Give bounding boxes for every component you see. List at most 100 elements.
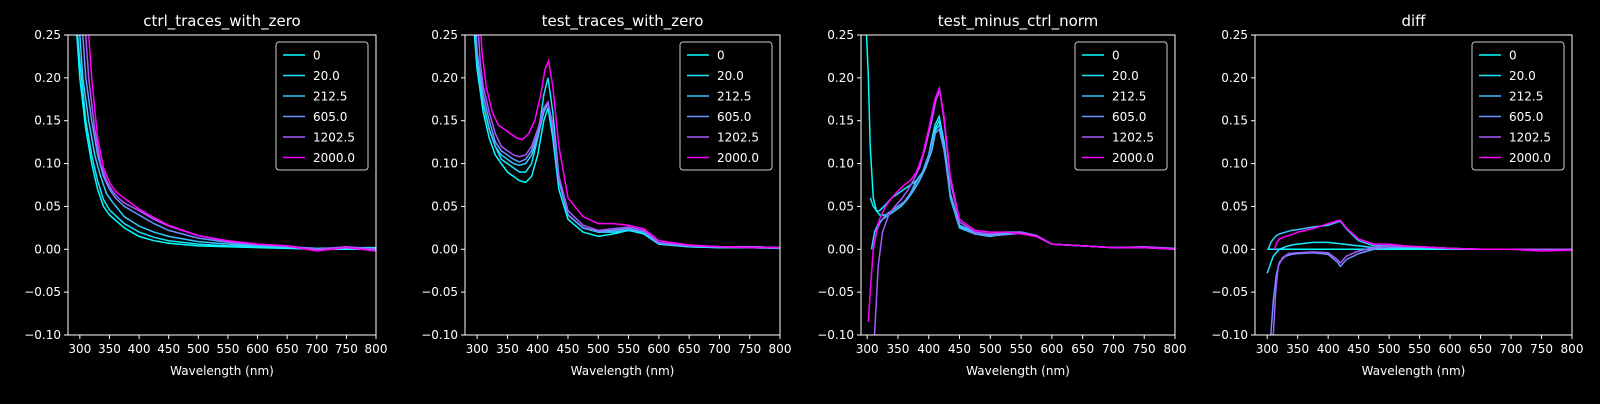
legend-label: 20.0 — [1112, 69, 1139, 83]
x-tick-label: 650 — [1469, 342, 1492, 356]
legend-box — [275, 41, 369, 171]
x-tick-label: 400 — [526, 342, 549, 356]
y-tick-label: 0.00 — [431, 242, 458, 256]
y-tick-label: 0.20 — [1221, 71, 1248, 85]
y-tick-label: 0.15 — [827, 114, 854, 128]
legend-label: 605.0 — [717, 110, 751, 124]
x-tick-label: 550 — [216, 342, 239, 356]
chart-title: diff — [1401, 12, 1426, 30]
x-tick-label: 350 — [98, 342, 121, 356]
x-tick-label: 350 — [496, 342, 519, 356]
y-tick-label: 0.15 — [1221, 114, 1248, 128]
legend-label: 212.5 — [313, 90, 347, 104]
y-tick-label: 0.25 — [827, 28, 854, 42]
chart-title: test_traces_with_zero — [542, 12, 704, 31]
x-tick-label: 800 — [365, 342, 388, 356]
legend-box — [1074, 41, 1168, 171]
x-tick-label: 700 — [708, 342, 731, 356]
x-axis-label: Wavelength (nm) — [966, 364, 1070, 378]
series-line-2000.0 — [1273, 219, 1572, 252]
y-tick-label: −0.10 — [421, 328, 458, 342]
plot-frame — [860, 34, 1176, 336]
legend-box — [1471, 41, 1565, 171]
x-tick-label: 650 — [276, 342, 299, 356]
legend-label: 1202.5 — [1112, 131, 1154, 145]
y-tick-label: −0.10 — [1211, 328, 1248, 342]
y-tick-label: 0.20 — [34, 71, 61, 85]
y-tick-label: 0.15 — [34, 114, 61, 128]
y-tick-label: −0.10 — [817, 328, 854, 342]
x-axis-label: Wavelength (nm) — [571, 364, 675, 378]
plot-frame — [67, 34, 377, 336]
y-tick-label: −0.05 — [24, 285, 61, 299]
series-line-212.5 — [1267, 220, 1572, 251]
x-tick-label: 350 — [1286, 342, 1309, 356]
legend: 0 20.0 212.5 605.0 1202.5 2000.0 — [275, 41, 369, 171]
x-tick-label: 700 — [1102, 342, 1125, 356]
x-tick-label: 450 — [948, 342, 971, 356]
y-tick-label: −0.05 — [421, 285, 458, 299]
legend: 0 20.0 212.5 605.0 1202.5 2000.0 — [1471, 41, 1565, 171]
series-line-2000.0 — [867, 85, 1175, 323]
chart-panel-3: test_minus_ctrl_norm 300 350 400 450 500 550 60… — [817, 12, 1186, 378]
x-tick-label: 300 — [856, 342, 879, 356]
y-tick-label: 0.05 — [431, 199, 458, 213]
y-tick-label: 0.10 — [1221, 157, 1248, 171]
y-tick-label: 0.25 — [1221, 28, 1248, 42]
x-tick-label: 800 — [769, 342, 792, 356]
legend-label: 20.0 — [313, 69, 340, 83]
legend: 0 20.0 212.5 605.0 1202.5 2000.0 — [1074, 41, 1168, 171]
series-group — [473, 35, 780, 250]
legend-label: 0 — [1509, 49, 1517, 63]
x-tick-label: 500 — [587, 342, 610, 356]
x-tick-label: 350 — [886, 342, 909, 356]
legend-label: 2000.0 — [313, 151, 355, 165]
y-tick-label: 0.10 — [827, 157, 854, 171]
y-tick-label: 0.05 — [827, 199, 854, 213]
x-tick-label: 450 — [157, 342, 180, 356]
x-tick-label: 650 — [678, 342, 701, 356]
legend-label: 0 — [717, 49, 725, 63]
legend-box — [679, 41, 773, 171]
legend-label: 20.0 — [717, 69, 744, 83]
legend-label: 605.0 — [1112, 110, 1146, 124]
x-tick-label: 600 — [1439, 342, 1462, 356]
x-tick-label: 450 — [557, 342, 580, 356]
x-tick-label: 600 — [1040, 342, 1063, 356]
y-tick-label: −0.05 — [1211, 285, 1248, 299]
x-tick-label: 600 — [647, 342, 670, 356]
x-tick-label: 600 — [246, 342, 269, 356]
y-tick-label: 0.05 — [1221, 199, 1248, 213]
y-tick-label: 0.00 — [1221, 242, 1248, 256]
x-tick-label: 500 — [979, 342, 1002, 356]
legend-label: 1202.5 — [717, 131, 759, 145]
legend-label: 605.0 — [313, 110, 347, 124]
x-tick-label: 550 — [1408, 342, 1431, 356]
legend-label: 2000.0 — [717, 151, 759, 165]
y-tick-label: 0.00 — [34, 242, 61, 256]
y-tick-label: 0.10 — [431, 157, 458, 171]
x-tick-label: 500 — [187, 342, 210, 356]
chart-panel-1: ctrl_traces_with_zero 300 350 400 450 500 550 6… — [24, 12, 388, 378]
series-line-1202.5 — [477, 35, 780, 249]
chart-title: ctrl_traces_with_zero — [143, 12, 300, 31]
legend-label: 0 — [313, 49, 321, 63]
chart-panel-2: test_traces_with_zero 300 350 400 450 500 550 6… — [421, 12, 792, 378]
x-tick-label: 400 — [128, 342, 151, 356]
legend-label: 0 — [1112, 49, 1120, 63]
x-tick-label: 300 — [68, 342, 91, 356]
y-tick-label: 0.25 — [34, 28, 61, 42]
x-axis-label: Wavelength (nm) — [1362, 364, 1466, 378]
legend-label: 20.0 — [1509, 69, 1536, 83]
y-tick-label: 0.10 — [34, 157, 61, 171]
x-tick-label: 750 — [1530, 342, 1553, 356]
y-tick-label: 0.20 — [827, 71, 854, 85]
y-tick-label: 0.05 — [34, 199, 61, 213]
legend-label: 1202.5 — [313, 131, 355, 145]
x-tick-label: 300 — [466, 342, 489, 356]
legend-label: 1202.5 — [1509, 131, 1551, 145]
x-tick-label: 700 — [1500, 342, 1523, 356]
series-group — [76, 35, 376, 252]
